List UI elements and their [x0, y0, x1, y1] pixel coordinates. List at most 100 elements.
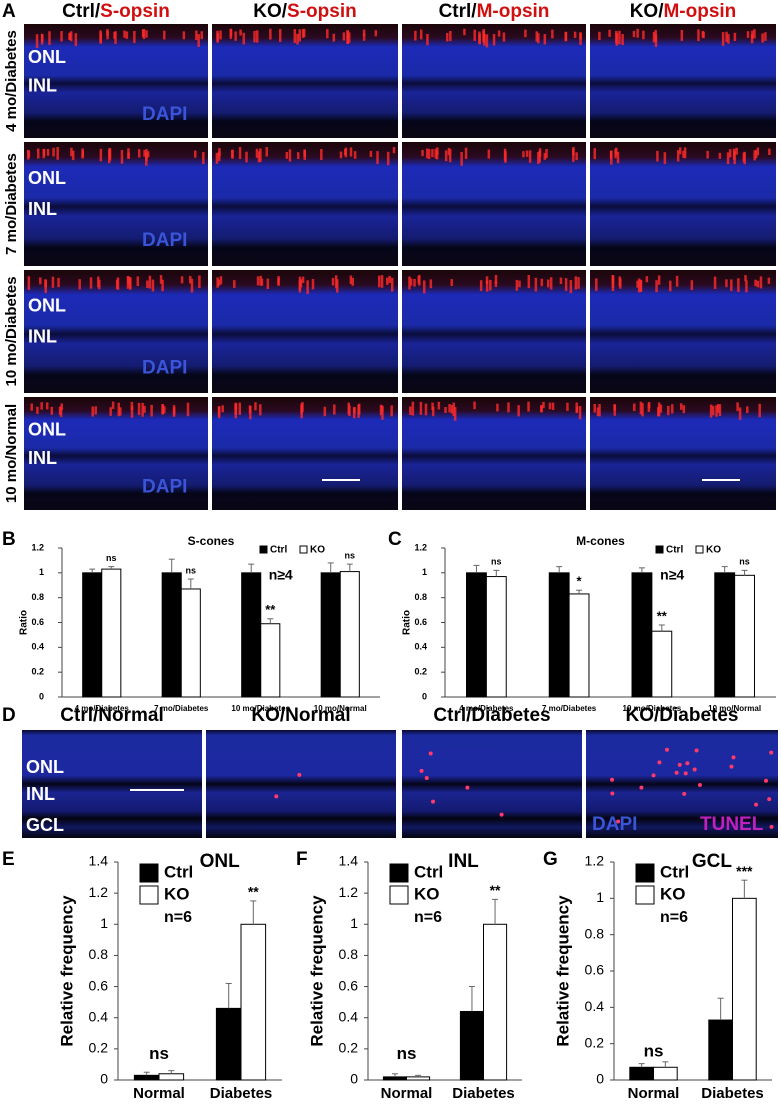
cone-signal [163, 406, 166, 414]
y-tick-label: 0.6 [31, 617, 44, 627]
cone-signal [253, 30, 256, 43]
cone-signal [537, 33, 540, 44]
chart-title: S-cones [188, 534, 235, 548]
cone-signal [198, 275, 201, 289]
cone-signal [728, 149, 732, 158]
cone-signal [339, 151, 343, 159]
cone-signal [143, 149, 146, 157]
y-tick-label: 1.4 [89, 853, 109, 869]
layer-label: ONL [28, 168, 66, 188]
cone-signal [133, 30, 136, 44]
y-tick-label: 1.2 [31, 542, 44, 552]
cone-signal [335, 279, 339, 293]
micrograph [22, 730, 202, 838]
cone-signal [632, 30, 636, 38]
cone-signal [137, 149, 141, 158]
cone-signal [161, 279, 164, 292]
legend-swatch [299, 545, 308, 554]
cone-signal [137, 402, 141, 416]
cone-signal [51, 276, 55, 288]
cone-signal [45, 402, 49, 410]
y-tick-label: 0.2 [585, 1034, 605, 1050]
column-header: KO/Normal [251, 705, 350, 726]
column-header: Ctrl/S-opsin [62, 1, 170, 22]
cone-signal [421, 149, 424, 157]
cone-signal [59, 406, 63, 417]
cone-signal [745, 280, 748, 293]
cone-signal [569, 280, 573, 294]
cone-signal [130, 406, 134, 418]
cone-signal [546, 279, 550, 288]
bar [708, 1019, 733, 1081]
tunel-signal [274, 794, 279, 799]
cone-signal [190, 278, 194, 293]
tunel-signal [651, 773, 656, 778]
cone-signal [145, 30, 148, 38]
bar [629, 1066, 654, 1081]
y-tick-label: 1 [596, 889, 604, 905]
legend-swatch [139, 885, 159, 905]
cone-signal [485, 276, 489, 285]
cone-signal [417, 276, 421, 284]
cone-signal [656, 150, 659, 162]
cone-signal [517, 405, 520, 417]
cone-signal [549, 277, 553, 290]
cone-signal [296, 152, 300, 160]
cone-signal [464, 147, 468, 160]
cone-signal [671, 404, 674, 414]
cone-signal [746, 406, 749, 414]
cone-signal [540, 405, 543, 413]
cone-signal [494, 274, 498, 284]
cone-signal [448, 148, 452, 163]
note: n≥4 [660, 567, 684, 583]
micrograph [24, 397, 208, 510]
x-tick-label: Diabetes [452, 1085, 515, 1102]
cone-signal [616, 151, 620, 164]
cone-signal [735, 147, 738, 155]
text-part: M-opsin [663, 1, 736, 22]
tunel-signal [685, 761, 690, 766]
cone-signal [143, 405, 146, 413]
row-label: 10 mo/Normal [3, 404, 20, 503]
tunel-signal [731, 755, 736, 760]
significance: ns [739, 557, 750, 567]
legend-label: KO [660, 884, 686, 903]
cone-signal [117, 402, 121, 417]
cone-signal [419, 29, 423, 40]
panel-letter: A [2, 1, 16, 22]
column-header: Ctrl/M-opsin [439, 1, 550, 22]
cone-signal [473, 401, 476, 410]
micrograph [402, 397, 586, 510]
cone-signal [266, 278, 270, 289]
tunel-signal [616, 819, 621, 824]
legend-label: Ctrl [270, 545, 287, 556]
cone-signal [542, 401, 545, 409]
cone-signal [123, 30, 126, 38]
y-axis-label: Relative frequency [57, 895, 76, 1047]
cone-signal [320, 149, 323, 161]
row-label: 10 mo/Diabetes [3, 276, 20, 386]
cone-signal [353, 151, 357, 159]
cone-signal [269, 28, 272, 40]
cone-signal [721, 32, 725, 46]
y-tick-label: 1 [100, 915, 108, 931]
column-header: Ctrl/Diabetes [433, 705, 550, 726]
cone-signal [217, 406, 221, 419]
tunel-signal [465, 785, 470, 790]
cone-signal [234, 403, 238, 410]
cone-signal [234, 405, 238, 419]
cone-signal [219, 276, 223, 285]
cone-signal [182, 31, 186, 40]
cone-signal [348, 32, 351, 43]
cone-signal [527, 401, 530, 412]
cone-signal [595, 278, 598, 291]
y-tick-label: 0.6 [339, 977, 359, 993]
x-tick-label: Normal [381, 1085, 433, 1102]
cone-signal [492, 33, 496, 46]
cone-signal [98, 279, 101, 290]
cone-signal [726, 152, 730, 165]
cone-signal [642, 30, 645, 40]
significance: ** [248, 884, 259, 900]
bar [161, 572, 182, 698]
